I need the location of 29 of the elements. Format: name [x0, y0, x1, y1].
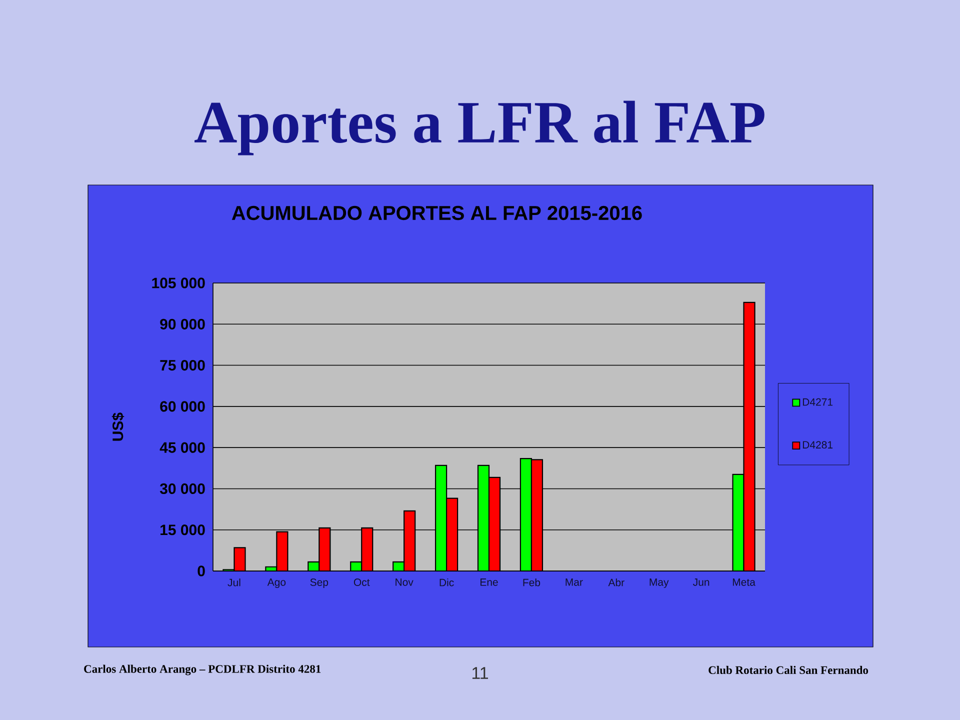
text: Club Rotario Cali San Fernando	[708, 666, 868, 674]
x-tick-label: Jul	[228, 578, 240, 586]
x-tick-label: Feb	[523, 578, 540, 586]
x-tick-label: Ene	[480, 578, 498, 586]
legend-label: D4281	[802, 441, 833, 449]
x-tick-label: Dic	[440, 578, 454, 586]
text: Carlos Alberto Arango – PCDLFR Distrito 4281	[84, 664, 321, 676]
y-tick-label: 75 000	[160, 360, 205, 371]
x-tick-label: Jun	[693, 578, 710, 586]
x-tick-label: May	[650, 578, 669, 588]
y-tick-label: 45 000	[160, 442, 205, 453]
text: 11	[472, 667, 488, 679]
x-tick-label: Sep	[310, 578, 328, 588]
x-tick-label: Meta	[732, 578, 756, 586]
x-tick-label: Oct	[354, 578, 370, 586]
y-tick-label: 90 000	[160, 318, 205, 330]
x-tick-label: Mar	[566, 578, 583, 586]
x-tick-label: Ago	[267, 578, 286, 588]
legend-label: D4271	[802, 398, 833, 406]
y-tick-label: 105 000	[152, 278, 205, 288]
y-axis-title: US$	[112, 412, 124, 441]
y-tick-label: 60 000	[160, 401, 205, 412]
y-tick-label: 30 000	[160, 483, 205, 494]
y-tick-label: 15 000	[160, 524, 205, 536]
x-tick-label: Abr	[608, 578, 624, 586]
chart-subtitle: ACUMULADO APORTES AL FAP 2015-2016	[232, 206, 642, 220]
chart-title: Aportes a LFR al FAP	[194, 100, 764, 156]
x-tick-label: Nov	[396, 578, 414, 586]
y-tick-label: 0	[198, 566, 205, 576]
